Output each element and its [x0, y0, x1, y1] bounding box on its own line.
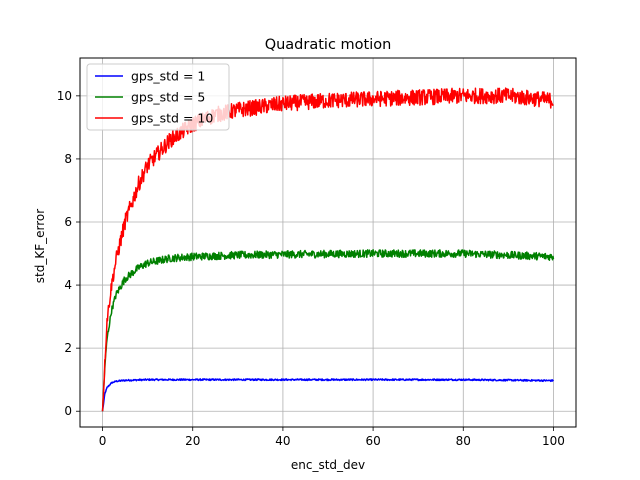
y-tick-label: 10 — [57, 89, 72, 103]
legend: gps_std = 1 gps_std = 5 gps_std = 10 — [86, 63, 230, 131]
y-tick-label: 6 — [64, 215, 72, 229]
chart-title: Quadratic motion — [265, 37, 392, 53]
x-tick-label: 80 — [456, 434, 471, 448]
x-tick-label: 60 — [365, 434, 380, 448]
series-line-1 — [101, 378, 555, 412]
legend-label: gps_std = 10 — [131, 111, 213, 126]
series-line-2 — [101, 249, 555, 412]
x-tick-label: 100 — [542, 434, 565, 448]
x-tick-label: 0 — [99, 434, 107, 448]
x-tick-label: 20 — [185, 434, 200, 448]
y-tick-label: 2 — [64, 341, 72, 355]
axis-ticks: 0 20 40 60 80 100 0 2 4 6 8 10 — [57, 89, 565, 448]
x-tick-label: 40 — [275, 434, 290, 448]
plot-frame — [79, 57, 577, 428]
legend-box — [86, 63, 230, 131]
x-axis-label: enc_std_dev — [291, 458, 365, 472]
legend-label: gps_std = 1 — [131, 69, 205, 84]
legend-label: gps_std = 5 — [131, 90, 205, 105]
y-tick-label: 4 — [64, 278, 72, 292]
y-axis-label: std_KF_error — [33, 209, 47, 283]
series-lines — [101, 87, 555, 412]
y-tick-label: 8 — [64, 152, 72, 166]
series-line-3 — [101, 87, 554, 412]
grid-lines — [80, 58, 576, 427]
y-tick-label: 0 — [64, 404, 72, 418]
